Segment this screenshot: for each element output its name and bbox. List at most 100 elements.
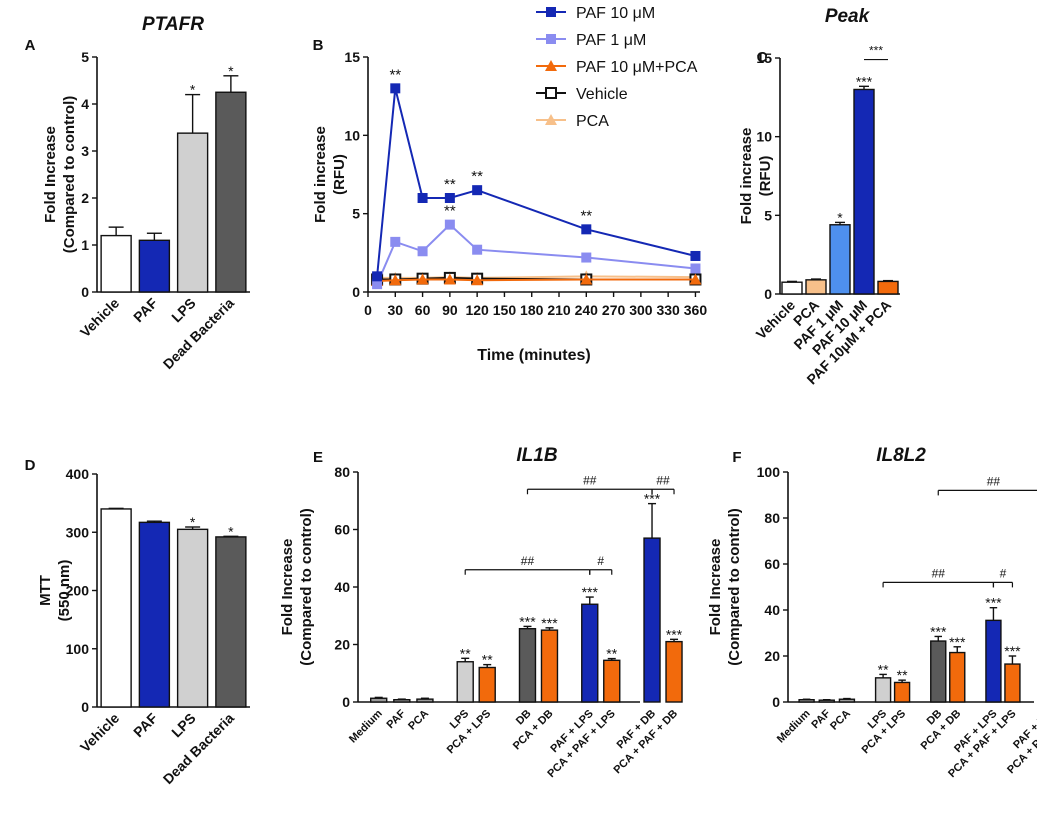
y-tick-label-F: 20 <box>764 648 780 664</box>
y-tick-label-A: 3 <box>81 143 89 159</box>
y-axis-label-A: (Compared to control) <box>61 96 78 254</box>
category-label-E: PCA <box>406 708 431 733</box>
data-point-B <box>690 250 701 261</box>
panel-letter-B: B <box>313 37 324 54</box>
bar-F <box>893 681 911 703</box>
bar-F <box>874 677 892 703</box>
y-tick-label-B: 0 <box>352 284 360 300</box>
y-axis-label-B: Fold increase <box>312 126 329 223</box>
y-tick-label-A: 0 <box>81 284 89 300</box>
y-axis-label-F: (Compared to control) <box>726 508 743 666</box>
significance-label-D: * <box>228 523 234 539</box>
bracket-label-F: # <box>1000 566 1007 580</box>
y-tick-label-A: 5 <box>81 49 89 65</box>
bar-E <box>478 666 496 703</box>
bar-D <box>100 508 132 708</box>
x-tick-label-B: 90 <box>442 302 458 318</box>
bar-E <box>518 627 537 703</box>
y-axis-label-A: Fold Increase <box>42 126 59 223</box>
bar-E <box>416 698 434 703</box>
bar-F <box>930 640 947 703</box>
x-tick-label-B: 180 <box>520 302 544 318</box>
y-tick-label-A: 2 <box>81 190 89 206</box>
y-axis-label-F: Fold Increase <box>707 539 724 636</box>
bracket-label-E: # <box>597 554 604 568</box>
data-point-B <box>472 244 483 255</box>
y-tick-label-A: 4 <box>81 96 89 112</box>
bracket-label-E: ## <box>521 554 535 568</box>
bar-F <box>949 651 966 703</box>
data-point-B <box>581 224 592 235</box>
y-tick-label-E: 0 <box>342 694 350 710</box>
bracket-label-E: ## <box>583 473 597 487</box>
significance-label-F: ** <box>897 667 908 683</box>
y-axis-label-E: (Compared to control) <box>298 508 315 666</box>
y-tick-label-E: 20 <box>334 637 350 653</box>
x-axis-label-B: Time (minutes) <box>477 347 591 364</box>
data-point-B <box>443 273 456 285</box>
bar-E <box>540 629 559 703</box>
data-point-B <box>472 185 483 196</box>
bar-F <box>1004 663 1021 703</box>
data-point-B <box>417 193 428 203</box>
x-tick-label-B: 240 <box>575 302 599 318</box>
significance-label-F: *** <box>1004 643 1021 659</box>
data-point-B <box>372 279 383 290</box>
category-label-F: Medium <box>775 707 813 745</box>
y-tick-label-C: 10 <box>756 129 772 145</box>
x-tick-label-B: 60 <box>415 302 431 318</box>
bar-C <box>877 280 899 295</box>
y-axis-label-D: (550 nm) <box>56 560 73 622</box>
significance-label-E: *** <box>666 626 683 642</box>
y-tick-label-D: 0 <box>81 699 89 715</box>
bar-E <box>581 603 599 703</box>
y-tick-label-D: 200 <box>66 583 90 599</box>
category-label-A: PAF <box>130 294 161 325</box>
bar-E <box>643 537 661 703</box>
legend-marker-B <box>546 34 556 44</box>
significance-label-D: * <box>190 514 196 530</box>
y-tick-label-F: 40 <box>764 602 780 618</box>
bar-D <box>176 528 209 708</box>
bar-A <box>138 239 171 293</box>
significance-label-F: *** <box>930 623 947 639</box>
bar-F <box>985 619 1002 703</box>
bar-A <box>215 91 247 293</box>
bracket-label-F: ## <box>932 566 946 580</box>
y-tick-label-B: 15 <box>344 49 360 65</box>
y-axis-label-D: MTT <box>37 575 54 606</box>
data-point-B <box>580 273 593 285</box>
bar-C <box>781 281 803 295</box>
category-label-F: PCA <box>828 708 853 733</box>
significance-label-A: * <box>190 82 196 98</box>
significance-label-C: *** <box>856 73 873 89</box>
significance-label-E: *** <box>541 615 558 631</box>
y-tick-label-D: 400 <box>66 466 90 482</box>
significance-label-E: ** <box>482 652 493 668</box>
legend-label-B: PAF 1 μM <box>576 32 646 49</box>
panel-letter-A: A <box>25 37 36 54</box>
bar-E <box>665 640 683 703</box>
panel-letter-E: E <box>313 449 323 466</box>
category-label-D: LPS <box>168 710 199 741</box>
chart-title-A: PTAFR <box>142 14 204 35</box>
bar-E <box>393 699 411 703</box>
y-tick-label-F: 0 <box>772 694 780 710</box>
significance-label-B: ** <box>444 176 456 193</box>
bar-F <box>818 699 835 703</box>
legend-marker-B <box>546 7 556 17</box>
x-tick-label-B: 330 <box>656 302 680 318</box>
data-point-B <box>416 273 429 285</box>
y-axis-label-E: Fold Increase <box>279 539 296 636</box>
legend-label-B: PAF 10 μM+PCA <box>576 59 698 76</box>
y-tick-label-E: 40 <box>334 579 350 595</box>
y-tick-label-B: 10 <box>344 127 360 143</box>
category-label-A: Vehicle <box>77 295 123 341</box>
y-tick-label-F: 60 <box>764 556 780 572</box>
data-point-B <box>390 83 401 94</box>
significance-label-B: ** <box>444 203 456 220</box>
significance-label-B: ** <box>389 66 401 83</box>
y-axis-label-C: Fold increase <box>738 128 755 225</box>
data-point-B <box>690 263 701 274</box>
